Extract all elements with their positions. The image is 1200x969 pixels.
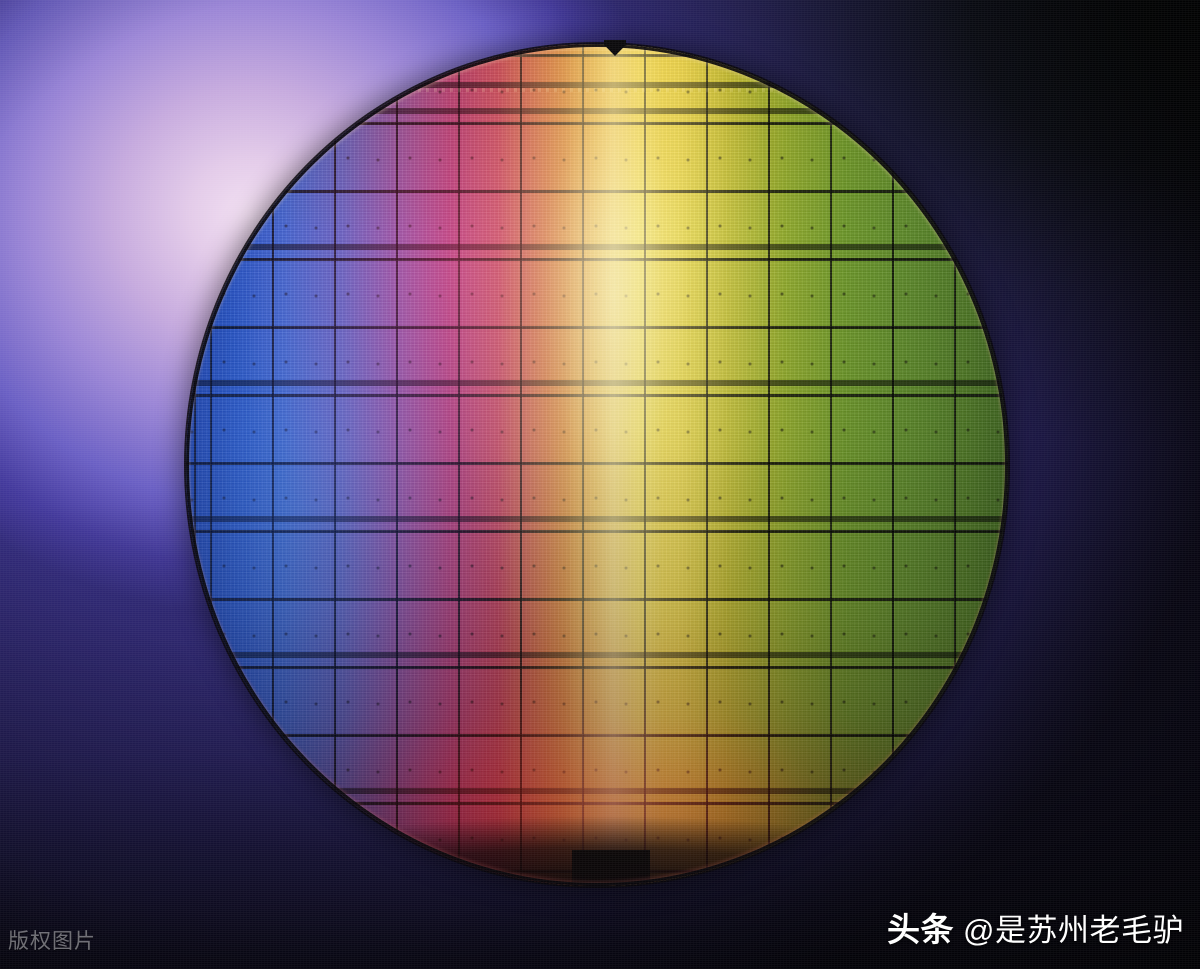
toutiao-brand-label: 头条 bbox=[887, 911, 955, 948]
copyright-watermark: 版权图片 bbox=[8, 930, 96, 953]
toutiao-watermark: 头条 @是苏州老毛驴 bbox=[887, 903, 1184, 951]
wafer-disc bbox=[186, 44, 1008, 886]
wafer-edge-shading bbox=[186, 44, 1008, 886]
wafer bbox=[186, 40, 1008, 886]
toutiao-handle-label: @是苏州老毛驴 bbox=[963, 913, 1184, 948]
